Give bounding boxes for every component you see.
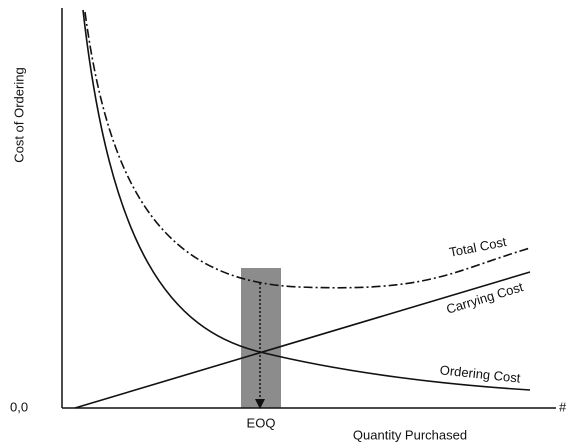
ordering-cost-curve — [82, 9, 531, 391]
total-cost-curve — [84, 11, 531, 289]
curve-label: Ordering Cost — [439, 362, 521, 385]
carrying-cost-line — [74, 271, 531, 409]
y-axis-label: Cost of Ordering — [11, 67, 26, 162]
x-axis-label: Quantity Purchased — [353, 427, 467, 442]
x-axis-end: # — [559, 399, 566, 414]
origin-label: 0,0 — [10, 399, 28, 414]
eoq-arrowhead — [255, 399, 265, 409]
curve-label: Total Cost — [448, 234, 508, 260]
eoq-band — [241, 268, 281, 408]
eoq-label: EOQ — [247, 415, 276, 430]
